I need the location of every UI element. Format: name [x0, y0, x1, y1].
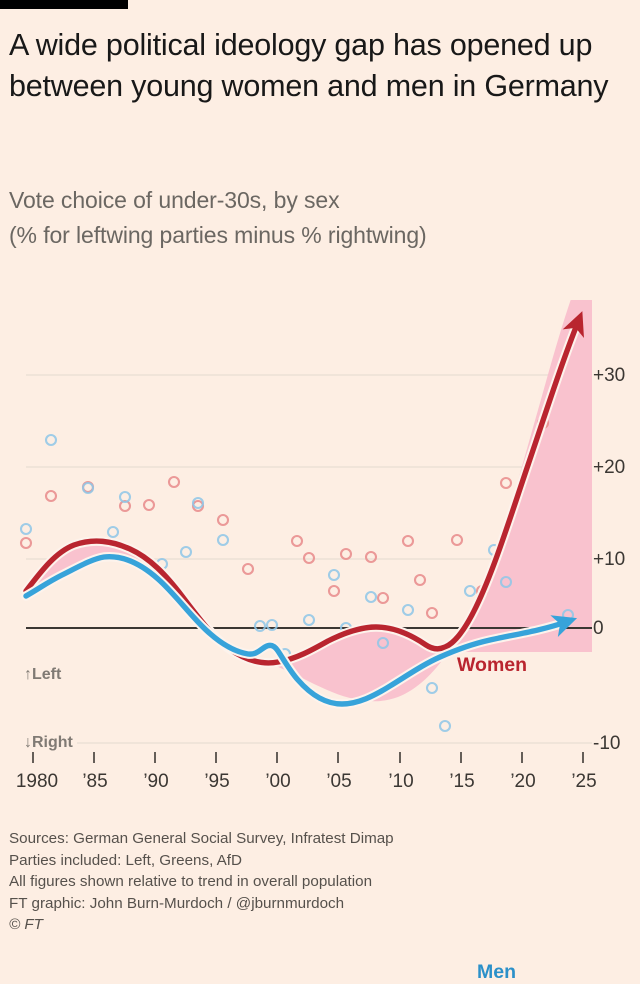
chart-area: ↑Left ↓Right Women Men: [0, 300, 640, 983]
x-tick-label-85: ’85: [82, 771, 108, 792]
series-label-men: Men: [477, 961, 516, 983]
x-tick-label-1980: 1980: [15, 771, 59, 792]
ft-brand-bar: [0, 0, 128, 9]
page-title: A wide political ideology gap has opened…: [9, 28, 609, 103]
men-trend-line: [21, 551, 578, 709]
axis-left-direction-label: ↑Left: [22, 666, 66, 684]
axis-right-direction-label: ↓Right: [22, 734, 77, 752]
page-subtitle: Vote choice of under-30s, by sex (% for …: [9, 183, 619, 253]
women-trend-line: [21, 311, 584, 668]
x-tick-label-25: ’25: [571, 771, 597, 792]
footnote-parties: Parties included: Left, Greens, AfD: [9, 851, 242, 869]
y-tick-plus30: +30: [593, 365, 626, 386]
x-tick-label-90: ’90: [143, 771, 169, 792]
subtitle-line-1: Vote choice of under-30s, by sex: [9, 187, 340, 213]
footnote-credit: FT graphic: John Burn-Murdoch / @jburnmu…: [9, 894, 345, 912]
footnote-sources: Sources: German General Social Survey, I…: [9, 830, 394, 847]
chart-footnotes: Sources: German General Social Survey, I…: [9, 828, 629, 936]
footnote-copyright: © FT: [9, 916, 43, 933]
series-label-women: Women: [457, 654, 528, 676]
x-axis-ticks: [32, 752, 584, 763]
y-tick-minus10: -10: [593, 733, 621, 754]
x-tick-label-15: ’15: [449, 771, 475, 792]
y-tick-zero: 0: [593, 618, 604, 639]
x-tick-label-05: ’05: [326, 771, 352, 792]
y-tick-plus10: +10: [593, 549, 626, 570]
x-tick-label-10: ’10: [388, 771, 414, 792]
footnote-figures: All figures shown relative to trend in o…: [9, 873, 373, 890]
scatter-women: [19, 416, 550, 620]
x-tick-label-20: ’20: [510, 771, 536, 792]
x-tick-label-95: ’95: [204, 771, 230, 792]
subtitle-line-2: (% for leftwing parties minus % rightwin…: [9, 222, 427, 248]
x-tick-label-00: ’00: [265, 771, 291, 792]
chart-svg: [19, 300, 592, 763]
y-tick-plus20: +20: [593, 457, 626, 478]
